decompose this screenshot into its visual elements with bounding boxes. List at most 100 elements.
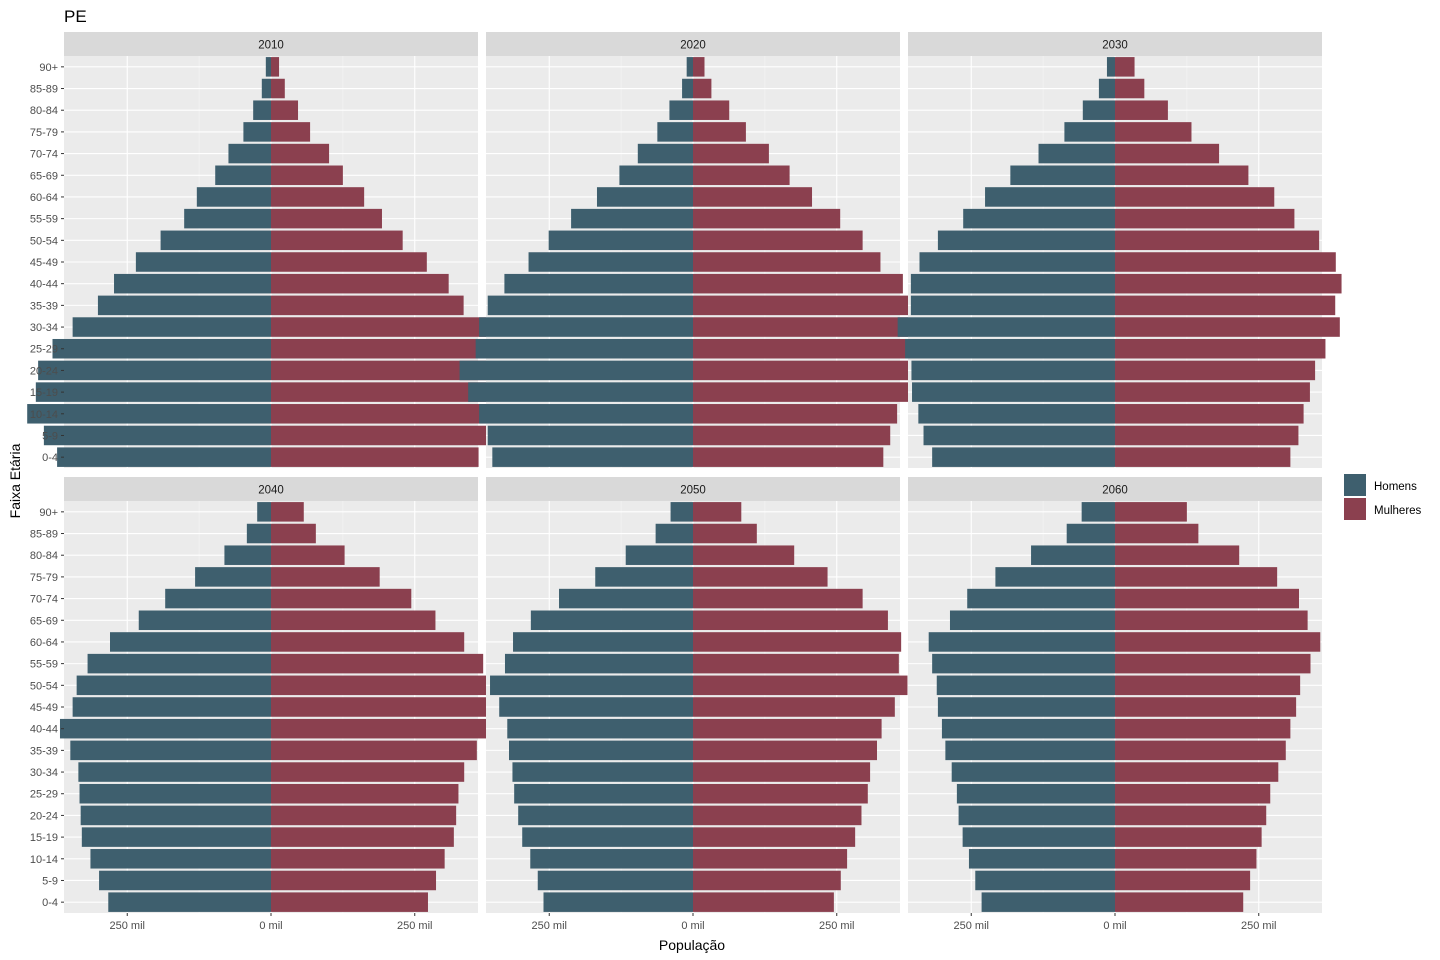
- bar-mulheres: [1115, 870, 1251, 891]
- bar-mulheres: [693, 740, 877, 761]
- y-tick-label: 25-29: [30, 344, 58, 356]
- bar-mulheres: [271, 273, 449, 294]
- bar-mulheres: [1115, 230, 1320, 251]
- y-tick-label: 80-84: [30, 550, 58, 562]
- bar-homens: [90, 849, 271, 869]
- x-tick-label: 0 mil: [1103, 920, 1126, 932]
- bar-mulheres: [693, 567, 828, 587]
- facet-panel-2060: 2060 250 mil 0 mil 250 mil: [908, 477, 1322, 932]
- bar-mulheres: [1115, 317, 1340, 337]
- bar-mulheres: [1115, 632, 1321, 652]
- bar-mulheres: [693, 360, 925, 381]
- bar-homens: [514, 783, 693, 804]
- y-tick-label: 50-54: [30, 680, 58, 692]
- bar-mulheres: [693, 100, 730, 120]
- bar-homens: [504, 653, 693, 674]
- bar-homens: [923, 425, 1115, 446]
- bar-homens: [59, 718, 271, 739]
- bar-homens: [135, 252, 271, 272]
- bar-mulheres: [693, 718, 882, 739]
- bar-mulheres: [271, 295, 464, 316]
- bar-mulheres: [1115, 252, 1336, 272]
- bar-mulheres: [1115, 165, 1249, 186]
- bar-mulheres: [271, 425, 492, 446]
- bar-homens: [1082, 100, 1115, 120]
- bar-homens: [160, 230, 271, 251]
- bar-homens: [81, 827, 271, 847]
- bar-mulheres: [693, 675, 908, 696]
- bar-homens: [57, 447, 271, 467]
- bar-mulheres: [271, 57, 280, 77]
- facet-strip: [486, 477, 900, 501]
- y-tick-label: 15-19: [30, 387, 58, 399]
- bar-homens: [949, 610, 1115, 631]
- bar-homens: [1064, 122, 1115, 142]
- y-tick-label: 30-34: [30, 767, 58, 779]
- y-tick-label: 20-24: [30, 810, 58, 822]
- facet-strip: [64, 32, 478, 56]
- bar-mulheres: [271, 187, 365, 207]
- bar-mulheres: [1115, 805, 1267, 826]
- bar-homens: [35, 382, 272, 402]
- y-tick-label: 85-89: [30, 529, 58, 541]
- facet-panel-2030: 2030: [897, 32, 1342, 468]
- y-tick-label: 35-39: [30, 300, 58, 312]
- bar-homens: [504, 273, 693, 294]
- bar-mulheres: [693, 208, 841, 229]
- x-axis-title: População: [659, 937, 725, 953]
- bar-homens: [479, 317, 693, 337]
- bar-mulheres: [271, 122, 311, 142]
- bar-homens: [80, 805, 271, 826]
- bar-mulheres: [271, 870, 437, 891]
- bar-mulheres: [271, 783, 459, 804]
- y-tick-label: 65-69: [30, 615, 58, 627]
- bar-homens: [228, 143, 271, 164]
- bar-homens: [512, 762, 693, 782]
- bar-mulheres: [271, 762, 465, 782]
- bar-homens: [76, 675, 272, 696]
- bar-mulheres: [693, 697, 895, 717]
- bar-mulheres: [693, 338, 917, 359]
- facet-panel-2040: 2040 0-4 5-9 10-14 15-19 20-24 25-29 30-34 35-39…: [30, 477, 492, 932]
- facet-strip-label: 2010: [258, 40, 284, 52]
- bar-mulheres: [693, 545, 795, 565]
- bar-mulheres: [1115, 360, 1316, 381]
- bar-mulheres: [1115, 783, 1271, 804]
- bar-mulheres: [271, 382, 506, 402]
- y-tick-label: 80-84: [30, 105, 58, 117]
- bar-homens: [686, 57, 693, 77]
- bar-mulheres: [693, 404, 898, 424]
- bar-mulheres: [271, 143, 330, 164]
- legend-label-homens: Homens: [1374, 481, 1417, 493]
- y-tick-label: 70-74: [30, 594, 58, 606]
- bar-homens: [1010, 165, 1115, 186]
- bar-mulheres: [693, 588, 863, 609]
- bar-homens: [962, 827, 1115, 847]
- bar-homens: [257, 502, 271, 522]
- bar-mulheres: [1115, 653, 1311, 674]
- bar-homens: [487, 425, 693, 446]
- bar-mulheres: [271, 892, 428, 912]
- x-tick-label: 250 mil: [954, 920, 989, 932]
- bar-homens: [911, 360, 1115, 381]
- y-tick-label: 55-59: [30, 214, 58, 226]
- y-tick-label: 10-14: [30, 409, 58, 421]
- facet-strip-label: 2060: [1102, 485, 1128, 497]
- bar-mulheres: [1115, 122, 1192, 142]
- bar-homens: [932, 653, 1115, 674]
- bar-homens: [910, 295, 1115, 316]
- bar-mulheres: [271, 697, 487, 717]
- bar-mulheres: [1115, 78, 1145, 99]
- bar-homens: [910, 273, 1115, 294]
- bar-homens: [1038, 143, 1115, 164]
- bar-homens: [215, 165, 271, 186]
- facet-panel-2010: 2010 0-4 5-9 10-14 15-19 20-24 25-29 30-34 35-39…: [27, 32, 512, 468]
- bar-mulheres: [693, 295, 918, 316]
- bar-mulheres: [1115, 718, 1291, 739]
- bar-homens: [967, 588, 1115, 609]
- bar-homens: [261, 78, 271, 99]
- bar-mulheres: [1115, 567, 1278, 587]
- legend-key-mulheres: [1344, 498, 1366, 520]
- bar-mulheres: [1115, 827, 1262, 847]
- bar-mulheres: [693, 273, 903, 294]
